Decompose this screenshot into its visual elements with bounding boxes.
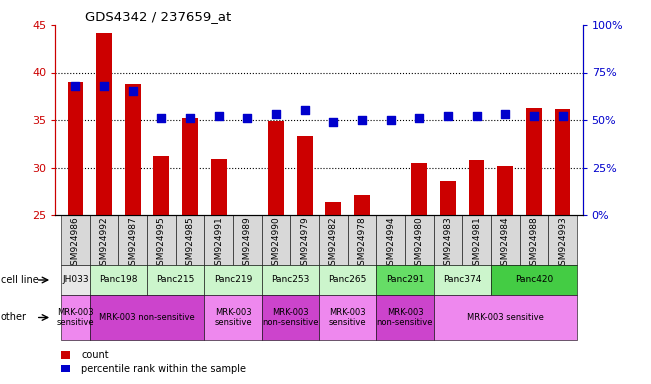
Bar	[268, 121, 284, 215]
Point	[99, 83, 109, 89]
Point	[70, 83, 81, 89]
Point	[299, 108, 310, 114]
Text: MRK-003
non-sensitive: MRK-003 non-sensitive	[262, 308, 318, 327]
Text: MRK-003
sensitive: MRK-003 sensitive	[214, 308, 252, 327]
Point	[414, 115, 424, 121]
Bar	[354, 195, 370, 215]
Text: count: count	[81, 350, 109, 360]
Text: Panc253: Panc253	[271, 275, 309, 285]
Text: Panc420: Panc420	[515, 275, 553, 285]
Point	[156, 115, 167, 121]
Text: other: other	[1, 313, 27, 323]
Bar	[96, 33, 112, 215]
Point	[385, 117, 396, 123]
Point	[214, 113, 224, 119]
Text: MRK-003
non-sensitive: MRK-003 non-sensitive	[377, 308, 433, 327]
Point	[242, 115, 253, 121]
Point	[500, 111, 510, 118]
Bar	[154, 156, 169, 215]
Point	[443, 113, 453, 119]
Text: cell line: cell line	[1, 275, 38, 285]
Bar	[497, 166, 513, 215]
Text: Panc265: Panc265	[329, 275, 367, 285]
Point	[328, 119, 339, 125]
Point	[557, 113, 568, 119]
Text: Panc291: Panc291	[386, 275, 424, 285]
Bar	[182, 118, 198, 215]
Text: MRK-003 non-sensitive: MRK-003 non-sensitive	[99, 313, 195, 322]
Bar	[68, 82, 83, 215]
Point	[128, 88, 138, 94]
Bar	[555, 109, 570, 215]
Text: GDS4342 / 237659_at: GDS4342 / 237659_at	[85, 10, 231, 23]
Text: Panc219: Panc219	[214, 275, 252, 285]
Text: Panc198: Panc198	[99, 275, 137, 285]
Point	[357, 117, 367, 123]
Text: Panc215: Panc215	[156, 275, 195, 285]
Point	[471, 113, 482, 119]
Text: percentile rank within the sample: percentile rank within the sample	[81, 364, 246, 374]
Bar	[125, 84, 141, 215]
Bar	[440, 181, 456, 215]
Text: MRK-003 sensitive: MRK-003 sensitive	[467, 313, 544, 322]
Bar	[297, 136, 312, 215]
Point	[271, 111, 281, 118]
Text: Panc374: Panc374	[443, 275, 482, 285]
Bar	[61, 351, 70, 359]
Text: MRK-003
sensitive: MRK-003 sensitive	[57, 308, 94, 327]
Bar	[526, 108, 542, 215]
Bar	[411, 163, 427, 215]
Point	[185, 115, 195, 121]
Text: JH033: JH033	[62, 275, 89, 285]
Text: MRK-003
sensitive: MRK-003 sensitive	[329, 308, 367, 327]
Bar	[326, 202, 341, 215]
Bar	[61, 365, 70, 372]
Point	[529, 113, 539, 119]
Bar	[469, 160, 484, 215]
Bar	[211, 159, 227, 215]
